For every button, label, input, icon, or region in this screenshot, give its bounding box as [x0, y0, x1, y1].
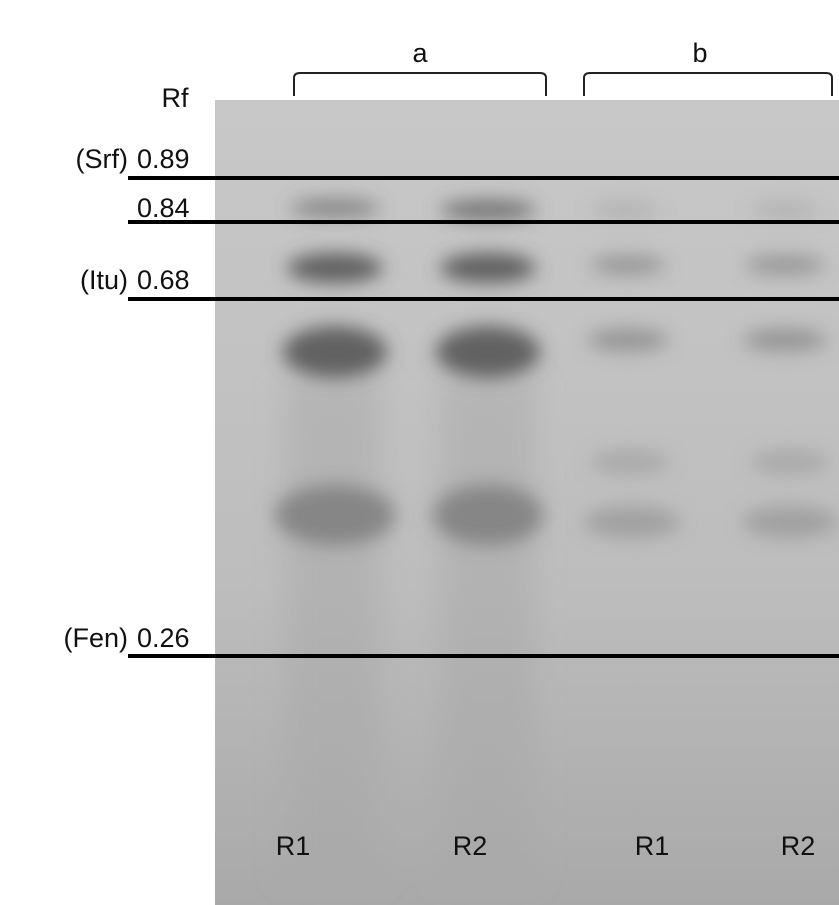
- compound-label: (Itu): [80, 265, 128, 295]
- lane-label: R1: [276, 831, 311, 861]
- compound-label: (Fen): [63, 623, 128, 653]
- lane-label: R2: [453, 831, 488, 861]
- rf-value: 0.68: [137, 265, 190, 295]
- lane-label: R2: [781, 831, 816, 861]
- rf-value: 0.84: [137, 193, 190, 223]
- group-brackets: [294, 73, 832, 96]
- rf-value: 0.26: [137, 623, 190, 653]
- tlc-figure: a b Rf (Srf) 0.89 0.84 (Itu) 0.68 (Fen) …: [0, 0, 839, 905]
- compound-label: (Srf): [76, 144, 128, 174]
- group-label: a: [412, 38, 428, 68]
- group-label: b: [692, 38, 707, 68]
- rf-heading: Rf: [162, 83, 189, 113]
- lane-label: R1: [635, 831, 670, 861]
- rf-value: 0.89: [137, 144, 190, 174]
